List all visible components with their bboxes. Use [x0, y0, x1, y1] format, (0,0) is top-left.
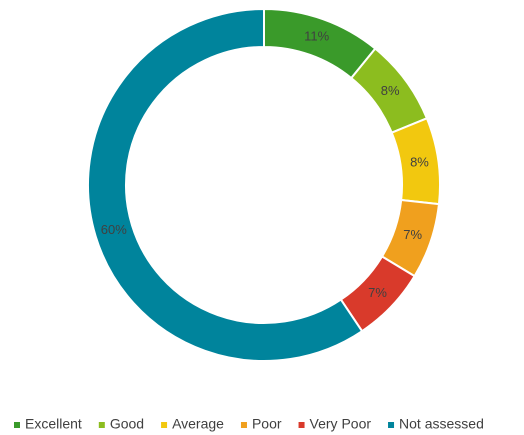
legend-marker — [14, 422, 20, 428]
data-label: 7% — [403, 227, 422, 242]
legend-marker — [298, 422, 305, 428]
data-label: 7% — [368, 285, 387, 300]
legend-marker — [240, 422, 247, 428]
data-label: 8% — [381, 83, 400, 98]
legend-marker — [98, 422, 105, 428]
data-label: 60% — [101, 222, 127, 237]
data-label: 11% — [304, 29, 329, 44]
legend-marker — [161, 422, 168, 428]
data-label: 8% — [410, 155, 429, 170]
donut-segment — [87, 7, 364, 362]
legend-label: Average — [172, 416, 224, 432]
legend-label: Not assessed — [399, 416, 484, 432]
legend-label: Very Poor — [310, 416, 372, 432]
legend-marker — [388, 422, 395, 428]
legend-label: Excellent — [25, 416, 82, 432]
legend-label: Poor — [252, 416, 282, 432]
legend-label: Good — [110, 416, 144, 432]
